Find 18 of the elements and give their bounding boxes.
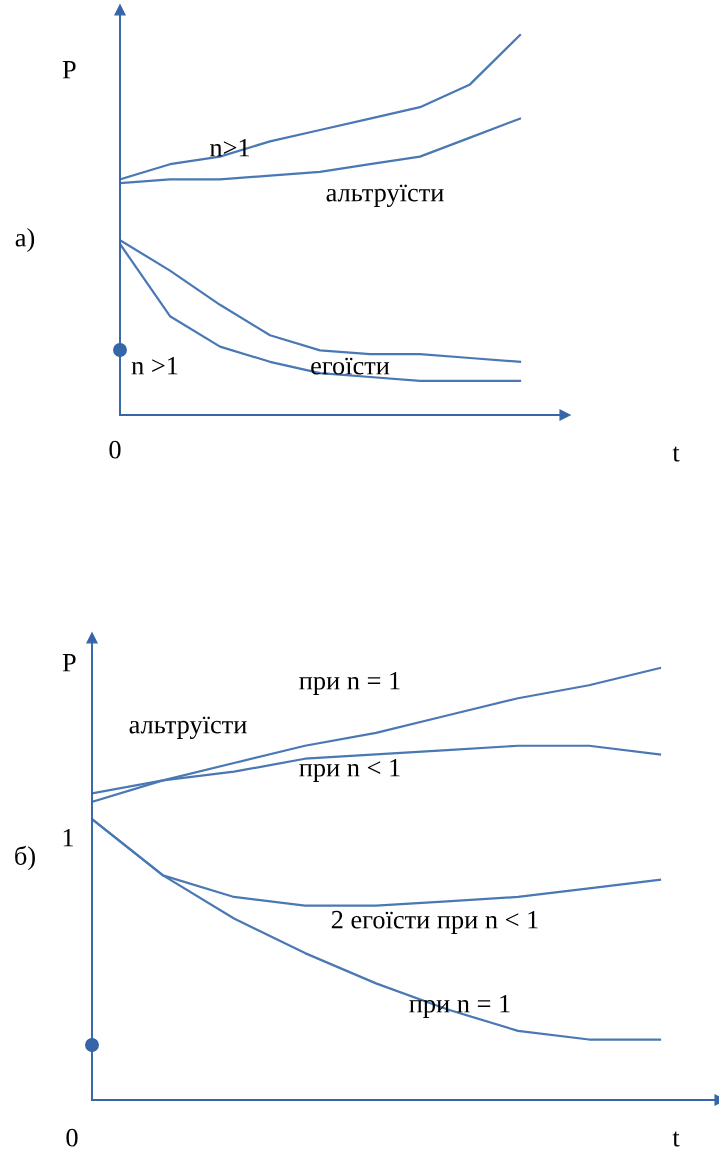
text: 0 <box>66 1128 78 1147</box>
annotation: при n < 1 <box>299 758 400 782</box>
y-axis-title: P <box>62 654 76 672</box>
x-axis-title: t <box>672 446 680 462</box>
text: б) <box>15 845 35 871</box>
annotation: при n = 1 <box>299 671 400 695</box>
annotation: егоїсти <box>311 357 390 375</box>
x-axis-title: t <box>672 1131 680 1147</box>
y-axis-title: P <box>62 61 76 79</box>
annotation: при n = 1 <box>409 994 510 1018</box>
annotation: альтруїсти <box>129 716 247 739</box>
annotation: альтруїсти <box>326 184 444 207</box>
annotation: n>1 <box>209 138 250 157</box>
text: 0 <box>109 440 121 459</box>
annotation: n >1 <box>131 356 178 375</box>
text: а) <box>15 228 35 252</box>
annotation: 2 егоїсти при n < 1 <box>331 910 538 934</box>
text: 1 <box>63 828 74 847</box>
